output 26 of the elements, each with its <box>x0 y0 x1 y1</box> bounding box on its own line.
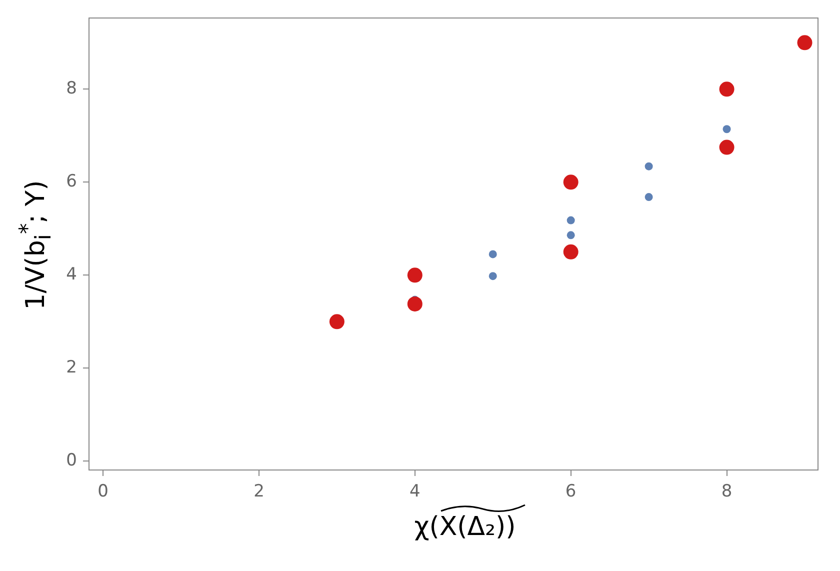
point <box>488 250 497 258</box>
point <box>644 193 653 202</box>
y-tick-label: 4 <box>66 264 77 285</box>
point <box>329 314 344 330</box>
x-tick-label: 6 <box>565 482 576 502</box>
point <box>488 272 497 280</box>
y-tick-label: 2 <box>66 358 77 378</box>
point <box>797 35 812 50</box>
point <box>566 231 575 240</box>
y-tick-label: 8 <box>66 78 77 99</box>
point <box>719 140 734 155</box>
x-tick-label: 2 <box>254 482 264 502</box>
point <box>722 125 731 134</box>
y-tick-label: 6 <box>66 172 77 192</box>
x-tick-label: 0 <box>98 482 108 502</box>
point <box>407 296 422 312</box>
point <box>644 162 653 170</box>
point <box>563 244 578 260</box>
point <box>566 216 575 224</box>
x-tick-label: 4 <box>409 482 420 502</box>
point <box>719 82 734 97</box>
point <box>563 174 578 190</box>
point <box>407 268 422 283</box>
y-tick-label: 0 <box>66 450 77 471</box>
x-axis-title: χ(X(Δ₂)) <box>414 512 516 542</box>
x-tick-label: 8 <box>721 482 732 502</box>
